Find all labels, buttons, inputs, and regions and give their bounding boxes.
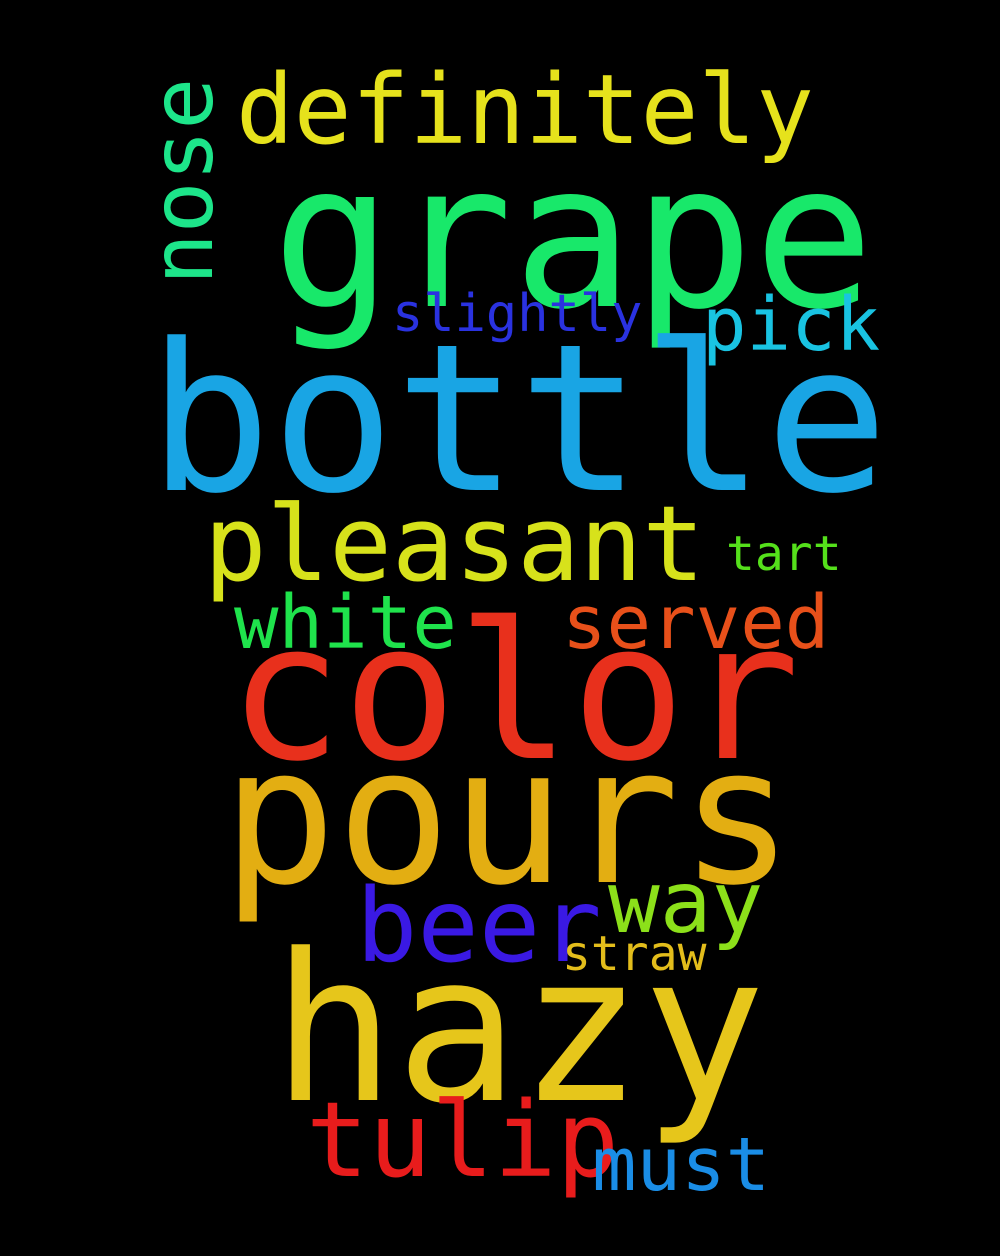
word-color: color (228, 582, 800, 803)
word-pick: pick (702, 282, 881, 368)
word-tulip: tulip (306, 1079, 620, 1201)
word-must: must (592, 1122, 771, 1208)
word-pleasant: pleasant (204, 483, 705, 605)
word-definitely: definitely (236, 54, 814, 166)
word-tart: tart (726, 526, 842, 582)
word-straw: straw (562, 926, 707, 982)
word-bottle: bottle (148, 301, 889, 539)
word-grape: grape (272, 121, 875, 354)
word-white: white (234, 580, 457, 666)
word-slightly: slightly (392, 284, 643, 344)
word-way: way (608, 853, 764, 953)
word-hazy: hazy (272, 911, 766, 1149)
word-served: served (562, 580, 830, 666)
word-beer: beer (356, 867, 602, 986)
word-pours: pours (222, 706, 794, 927)
word-nose: nose (133, 77, 233, 285)
